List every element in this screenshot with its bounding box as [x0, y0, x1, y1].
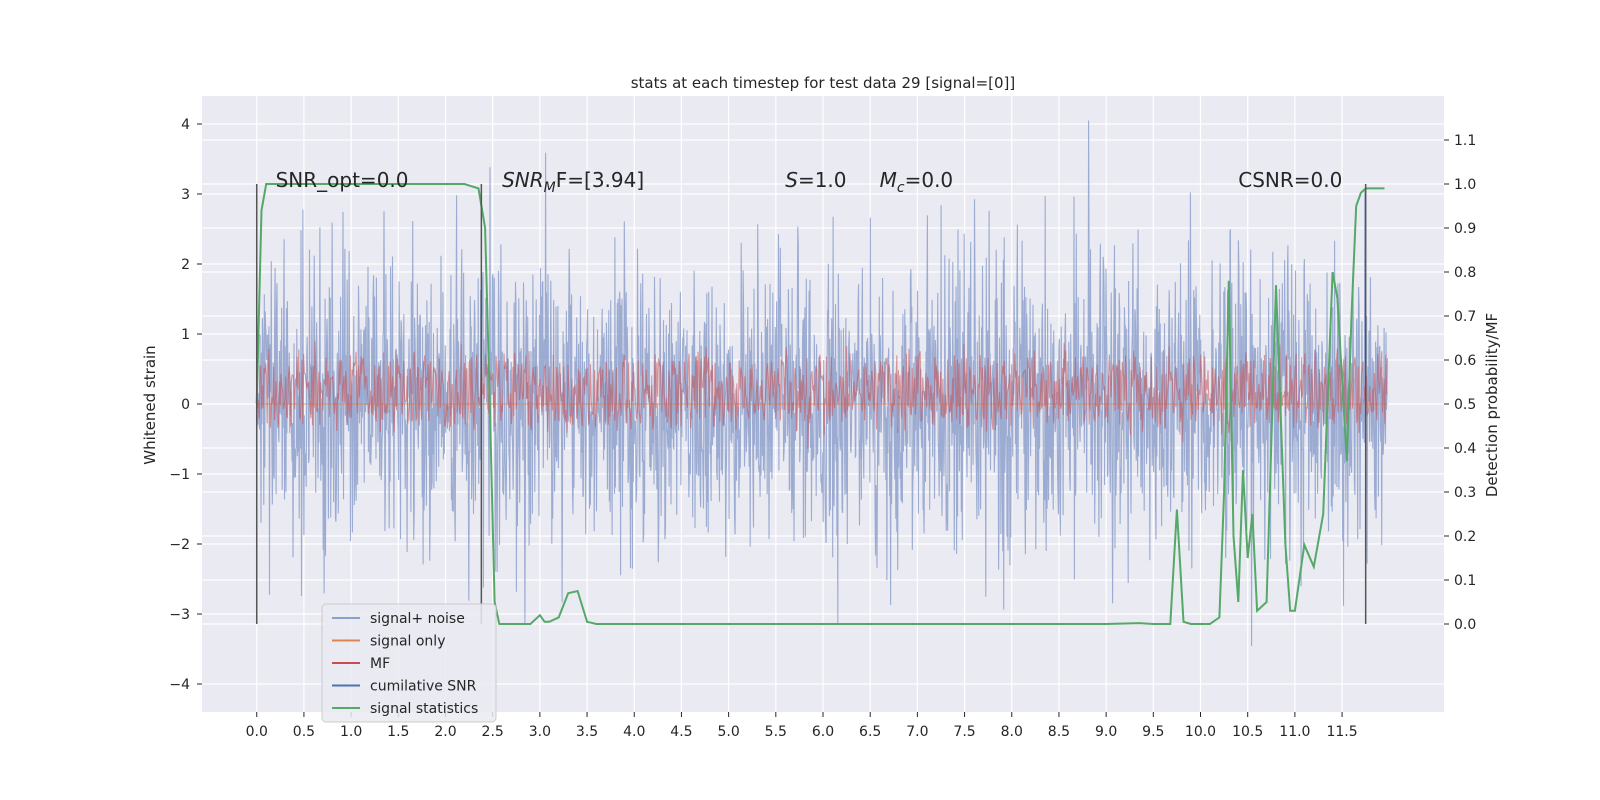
legend-label: MF	[370, 656, 390, 672]
y-right-tick-label: 1.0	[1454, 177, 1476, 193]
x-tick-label: 7.5	[953, 724, 975, 740]
x-tick-label: 10.5	[1232, 724, 1263, 740]
legend-box	[321, 603, 497, 723]
x-tick-label: 0.5	[293, 724, 315, 740]
x-tick-label: 4.0	[623, 724, 645, 740]
x-tick-label: 2.0	[434, 724, 456, 740]
series-signal-noise-line	[256, 120, 1388, 647]
y-right-tick-label: 0.9	[1454, 221, 1476, 237]
snr-mf-annotation: SNRMF=[3.94]	[502, 168, 644, 196]
y-left-tick-label: 1	[181, 327, 190, 343]
y-left-tick-label: 3	[181, 187, 190, 203]
s-annotation: S=1.0	[785, 168, 846, 192]
y-right-tick-label: 0.8	[1454, 265, 1476, 281]
y-right-tick-label: 0.2	[1454, 529, 1476, 545]
x-tick-label: 4.5	[670, 724, 692, 740]
legend-label: signal statistics	[370, 701, 478, 717]
y-left-tick-label: −2	[169, 537, 190, 553]
axes: 0.0 0.5 1.0 1.5 2.0 2.5 3.0 3.5 4.0 4.5 5.0 5.5 6.0 6…	[169, 117, 1476, 740]
y-right-tick-label: 0.4	[1454, 441, 1476, 457]
x-tick-label: 0.0	[246, 724, 268, 740]
y-axis-right-label: Detection probability/MF	[1483, 313, 1501, 497]
vertical-markers	[255, 184, 1367, 624]
y-right-tick-label: 0.7	[1454, 309, 1476, 325]
legend-label: signal+ noise	[370, 611, 465, 627]
x-tick-label: 5.5	[765, 724, 787, 740]
data-layer	[255, 120, 1388, 647]
y-right-tick-label: 0.3	[1454, 485, 1476, 501]
x-tick-label: 10.0	[1185, 724, 1216, 740]
y-right-tick-label: 0.0	[1454, 617, 1476, 633]
x-tick-label: 7.0	[906, 724, 928, 740]
x-tick-label: 3.5	[576, 724, 598, 740]
legend-label: signal only	[370, 634, 445, 650]
y-axis-left-label: Whitened strain	[141, 345, 159, 464]
x-tick-label: 11.0	[1279, 724, 1310, 740]
snr-opt-annotation: SNR_opt=0.0	[276, 168, 409, 192]
x-tick-label: 8.5	[1048, 724, 1070, 740]
x-tick-label: 11.5	[1326, 724, 1357, 740]
legend: signal+ noise signal only MF cumilative SNR…	[321, 603, 497, 723]
annotations: SNR_opt=0.0 SNRMF=[3.94] S=1.0 Mc=0.0 CSNR=0…	[276, 168, 1343, 196]
x-tick-label: 2.5	[482, 724, 504, 740]
y-left-tick-label: −4	[169, 677, 190, 693]
x-tick-label: 5.0	[717, 724, 739, 740]
x-tick-label: 1.0	[340, 724, 362, 740]
x-tick-label: 1.5	[387, 724, 409, 740]
series-mf-line	[256, 340, 1388, 449]
y-right-tick-label: 0.5	[1454, 397, 1476, 413]
x-tick-label: 8.0	[1001, 724, 1023, 740]
y-left-tick-label: 2	[181, 257, 190, 273]
x-tick-label: 9.0	[1095, 724, 1117, 740]
x-tick-label: 3.0	[529, 724, 551, 740]
x-tick-label: 6.5	[859, 724, 881, 740]
y-right-tick-label: 0.6	[1454, 353, 1476, 369]
series-signal-statistics-line	[255, 183, 1385, 625]
y-left-tick-label: −1	[169, 467, 190, 483]
chart-title: stats at each timestep for test data 29 …	[631, 74, 1016, 92]
legend-label: cumilative SNR	[370, 679, 477, 695]
y-right-tick-label: 0.1	[1454, 573, 1476, 589]
x-tick-label: 9.5	[1142, 724, 1164, 740]
y-right-tick-label: 1.1	[1454, 133, 1476, 149]
mc-annotation: Mc=0.0	[880, 168, 954, 196]
y-left-tick-label: −3	[169, 607, 190, 623]
csnr-annotation: CSNR=0.0	[1238, 168, 1342, 192]
y-left-tick-label: 4	[181, 117, 190, 133]
x-tick-label: 6.0	[812, 724, 834, 740]
y-left-tick-label: 0	[181, 397, 190, 413]
